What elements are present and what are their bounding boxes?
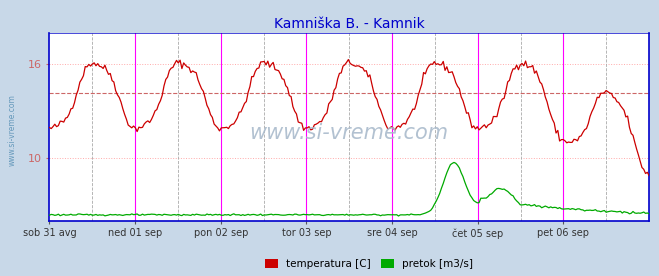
- Text: www.si-vreme.com: www.si-vreme.com: [250, 123, 449, 143]
- Title: Kamniška B. - Kamnik: Kamniška B. - Kamnik: [274, 17, 424, 31]
- Legend: temperatura [C], pretok [m3/s]: temperatura [C], pretok [m3/s]: [261, 255, 477, 274]
- Text: www.si-vreme.com: www.si-vreme.com: [8, 94, 17, 166]
